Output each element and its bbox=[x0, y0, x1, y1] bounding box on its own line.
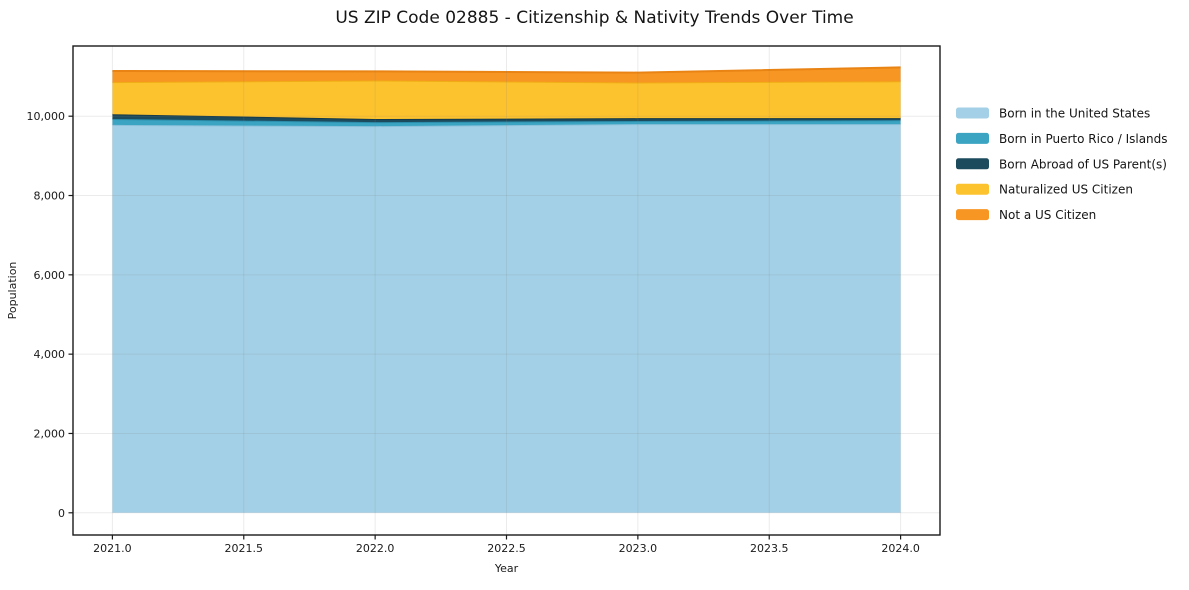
legend-swatch-born-in-puerto-rico-islands bbox=[956, 132, 989, 144]
legend-label-born-in-puerto-rico-islands: Born in Puerto Rico / Islands bbox=[999, 132, 1168, 146]
x-tick-label: 2022.0 bbox=[356, 542, 395, 555]
legend-label-born-in-the-united-states: Born in the United States bbox=[999, 107, 1150, 121]
x-tick-label: 2021.0 bbox=[93, 542, 132, 555]
x-tick-label: 2023.0 bbox=[619, 542, 658, 555]
legend-swatch-not-a-us-citizen bbox=[956, 209, 989, 221]
x-tick-label: 2021.5 bbox=[225, 542, 264, 555]
legend-swatch-born-abroad-of-us-parent-s bbox=[956, 158, 989, 170]
chart-title: US ZIP Code 02885 - Citizenship & Nativi… bbox=[335, 8, 854, 28]
y-tick-label: 8,000 bbox=[34, 190, 66, 203]
area-born-in-the-united-states bbox=[112, 124, 901, 513]
y-tick-label: 4,000 bbox=[34, 348, 66, 361]
area-edge-not-a-us-citizen bbox=[112, 66, 901, 74]
area-not-a-us-citizen bbox=[112, 67, 901, 83]
area-naturalized-us-citizen bbox=[112, 80, 901, 119]
y-axis-label: Population bbox=[6, 262, 19, 320]
legend-label-born-abroad-of-us-parent-s: Born Abroad of US Parent(s) bbox=[999, 157, 1167, 171]
x-tick-label: 2024.0 bbox=[881, 542, 920, 555]
y-tick-label: 6,000 bbox=[34, 269, 66, 282]
legend-swatch-naturalized-us-citizen bbox=[956, 183, 989, 195]
legend: Born in the United States Born in Puerto … bbox=[956, 107, 1168, 222]
x-axis-label: Year bbox=[494, 562, 519, 575]
legend-label-naturalized-us-citizen: Naturalized US Citizen bbox=[999, 183, 1133, 197]
y-tick-label: 2,000 bbox=[34, 427, 66, 440]
y-tick-label: 10,000 bbox=[27, 110, 66, 123]
area-born-abroad-of-us-parent-s bbox=[112, 114, 901, 123]
x-tick-label: 2023.5 bbox=[750, 542, 789, 555]
legend-swatch-born-in-the-united-states bbox=[956, 107, 989, 119]
legend-label-not-a-us-citizen: Not a US Citizen bbox=[999, 208, 1096, 222]
y-tick-label: 0 bbox=[58, 507, 65, 520]
area-edge-born-in-puerto-rico-islands bbox=[112, 117, 901, 124]
x-tick-label: 2022.5 bbox=[487, 542, 526, 555]
